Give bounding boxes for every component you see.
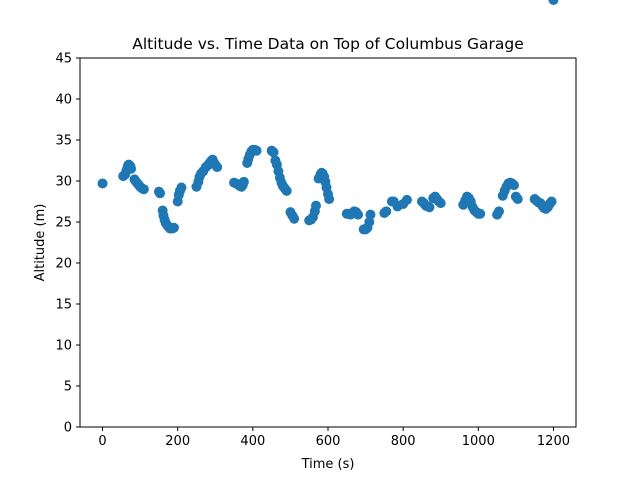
- y-tick-label: 10: [55, 339, 72, 354]
- data-point: [268, 147, 279, 158]
- x-tick-label: 1000: [462, 434, 495, 449]
- data-point: [324, 194, 335, 205]
- data-point: [365, 209, 376, 220]
- data-point: [546, 196, 557, 207]
- y-tick-label: 0: [64, 421, 72, 436]
- data-point: [281, 185, 292, 196]
- data-point: [126, 163, 137, 174]
- data-point: [424, 202, 435, 213]
- data-point: [364, 217, 375, 227]
- y-tick-label: 20: [55, 257, 72, 272]
- data-point: [310, 200, 321, 211]
- data-point: [353, 209, 364, 220]
- chart-title: Altitude vs. Time Data on Top of Columbu…: [132, 35, 524, 53]
- x-tick-label: 1200: [537, 434, 570, 449]
- y-axis-label: Altitude (m): [33, 204, 48, 282]
- data-point: [493, 206, 504, 217]
- data-point: [289, 213, 300, 224]
- y-tick-label: 35: [55, 134, 72, 149]
- data-point: [512, 194, 523, 205]
- x-tick-label: 600: [316, 434, 341, 449]
- data-point: [509, 180, 519, 191]
- x-tick-label: 200: [165, 434, 190, 449]
- data-point: [155, 188, 166, 199]
- y-tick-label: 25: [55, 216, 72, 231]
- data-point: [168, 222, 179, 233]
- data-points: [97, 0, 559, 235]
- data-point: [251, 145, 262, 156]
- x-axis-ticks: 0 200 400 600 800 1000 1200: [98, 427, 570, 449]
- data-point: [548, 0, 559, 5]
- data-point: [97, 178, 108, 189]
- data-point: [401, 194, 412, 205]
- data-point: [238, 176, 249, 187]
- x-axis-label: Time (s): [301, 457, 355, 472]
- x-tick-label: 0: [98, 434, 106, 449]
- data-point: [176, 182, 187, 193]
- y-axis-ticks: 0 5 10 15 20 25 30 35 40 45: [55, 52, 80, 436]
- x-tick-label: 800: [391, 434, 416, 449]
- data-point: [381, 206, 392, 217]
- data-point: [475, 208, 486, 219]
- y-tick-label: 30: [55, 175, 72, 190]
- data-point: [138, 184, 149, 195]
- y-tick-label: 45: [55, 52, 72, 67]
- x-tick-label: 400: [240, 434, 265, 449]
- data-point: [212, 162, 223, 173]
- y-tick-label: 40: [55, 93, 72, 108]
- y-tick-label: 15: [55, 298, 72, 313]
- data-point: [435, 198, 446, 209]
- y-tick-label: 5: [64, 380, 72, 395]
